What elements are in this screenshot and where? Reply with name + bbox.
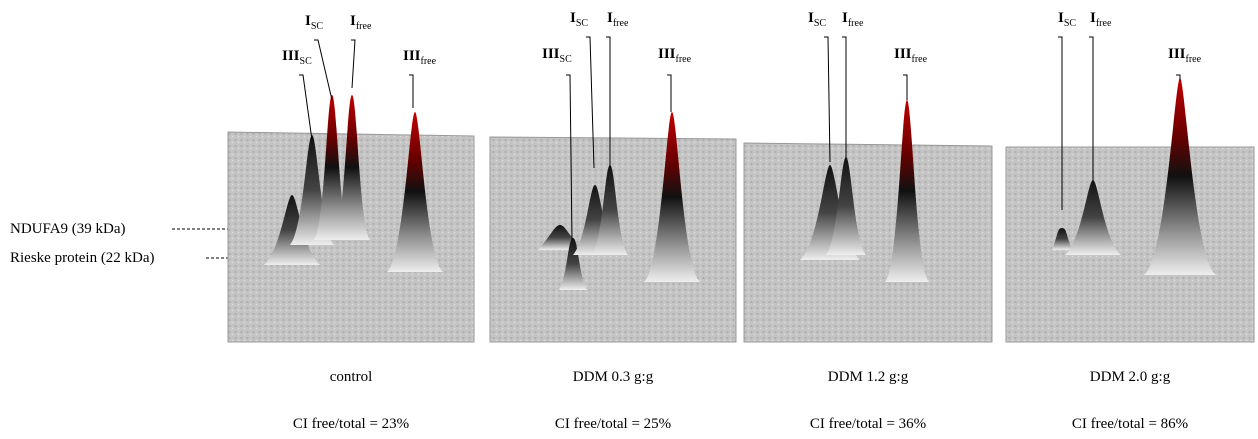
peak-label-sub: free: [356, 21, 372, 32]
peak-label: IIIfree: [894, 46, 928, 65]
peak-label-sub: free: [912, 54, 928, 65]
peak-label-sub: free: [1096, 18, 1112, 29]
peak-label-sub: SC: [1064, 18, 1077, 29]
figure: NDUFA9 (39 kDa) Rieske protein (22 kDa) …: [0, 0, 1258, 434]
peak-label: Ifree: [842, 10, 864, 29]
leader-line: [299, 75, 312, 140]
side-label: NDUFA9 (39 kDa): [10, 221, 126, 237]
peak-label: IIIfree: [1168, 46, 1202, 65]
leader-line: [351, 40, 355, 88]
peak-label: ISC: [305, 13, 323, 32]
leader-line: [842, 37, 846, 158]
peak-label-main: III: [542, 46, 560, 62]
peak-label-sub: free: [613, 18, 629, 29]
peak-label: Ifree: [350, 13, 372, 32]
peak-label-sub: SC: [576, 18, 589, 29]
ratio-label: CI free/total = 25%: [555, 416, 671, 432]
peak-label-main: III: [1168, 46, 1186, 62]
peak-label: ISC: [1058, 10, 1076, 29]
gel-plane: [744, 143, 992, 342]
leader-line: [314, 40, 332, 100]
peak-label-sub: free: [421, 56, 437, 67]
leader-line: [903, 75, 907, 100]
peak-label-sub: free: [1186, 54, 1202, 65]
peak-label: IIIfree: [658, 46, 692, 65]
peak-label-sub: free: [848, 18, 864, 29]
ratio-label: CI free/total = 86%: [1072, 416, 1188, 432]
peak-label: Ifree: [607, 10, 629, 29]
condition-label: DDM 1.2 g:g: [828, 369, 909, 385]
ratio-label: CI free/total = 23%: [293, 416, 409, 432]
peak-label: Ifree: [1090, 10, 1112, 29]
condition-label: control: [330, 369, 373, 385]
peak-label: ISC: [808, 10, 826, 29]
peak-label: IIISC: [542, 46, 572, 65]
peak-label-sub: free: [676, 54, 692, 65]
leader-line: [824, 37, 830, 162]
condition-label: DDM 0.3 g:g: [573, 369, 654, 385]
peak-label-main: III: [403, 48, 421, 64]
ratio-label: CI free/total = 36%: [810, 416, 926, 432]
leader-line: [409, 75, 413, 108]
peak-label-main: III: [282, 48, 300, 64]
peak-label-sub: SC: [560, 54, 573, 65]
peak-label-main: III: [894, 46, 912, 62]
condition-label: DDM 2.0 g:g: [1090, 369, 1171, 385]
peak-label-sub: SC: [300, 56, 313, 67]
peak-label-main: III: [658, 46, 676, 62]
leader-line: [667, 75, 671, 112]
peak-label: IIIfree: [403, 48, 437, 67]
peak-label-sub: SC: [814, 18, 827, 29]
peak-label: IIISC: [282, 48, 312, 67]
peak-label-sub: SC: [311, 21, 324, 32]
gel-plane: [1006, 147, 1254, 342]
side-label: Rieske protein (22 kDa): [10, 250, 155, 266]
peak-label: ISC: [570, 10, 588, 29]
